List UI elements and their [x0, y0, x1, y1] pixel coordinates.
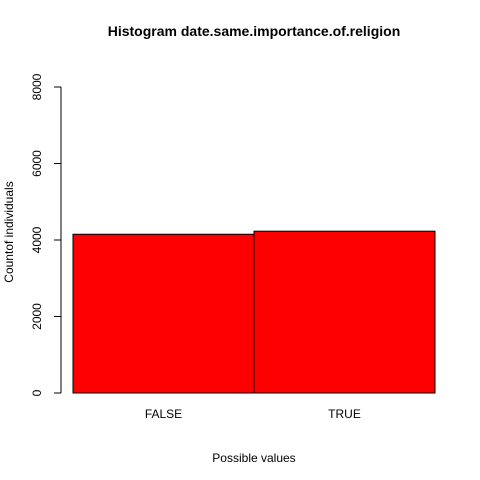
y-axis-label: Countof individuals	[2, 181, 16, 282]
bar-true	[253, 230, 436, 394]
x-tick-labels: FALSE TRUE	[145, 407, 361, 421]
chart-title: Histogram date.same.importance.of.religi…	[108, 23, 401, 39]
y-tick-label-4000: 4000	[30, 226, 44, 253]
y-axis: 0 2000 4000 6000 8000	[30, 73, 62, 396]
x-axis-label: Possible values	[212, 451, 295, 465]
y-tick-label-2000: 2000	[30, 303, 44, 330]
bar-false	[72, 233, 255, 394]
bars-group	[72, 230, 436, 394]
x-tick-label-true: TRUE	[328, 407, 361, 421]
y-tick-label-6000: 6000	[30, 150, 44, 177]
x-tick-label-false: FALSE	[145, 407, 182, 421]
y-tick-label-0: 0	[30, 389, 44, 396]
y-tick-label-8000: 8000	[30, 73, 44, 100]
